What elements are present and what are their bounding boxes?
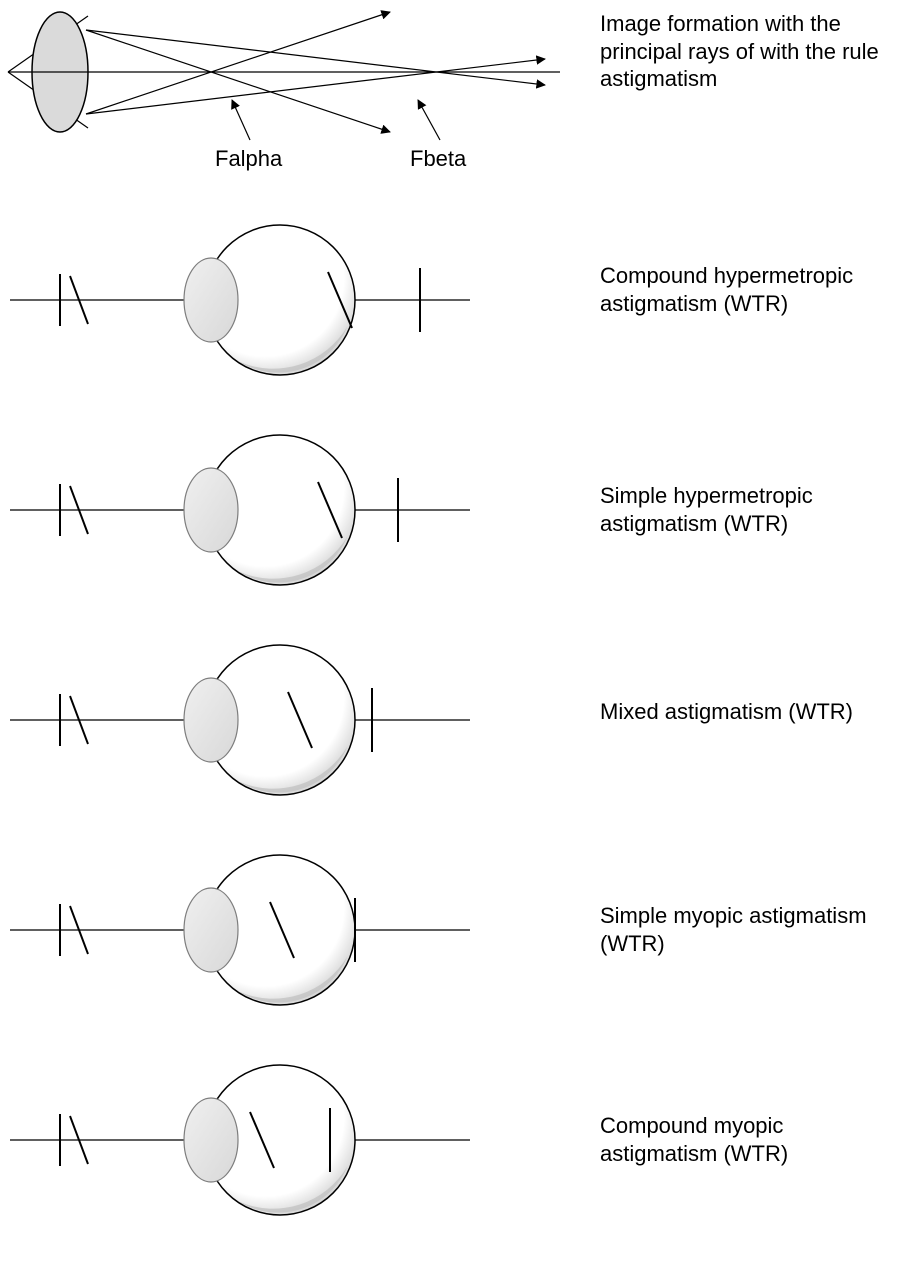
row-caption-2: Mixed astigmatism (WTR) <box>600 698 900 726</box>
row-caption-3: Simple myopic astigmatism (WTR) <box>600 902 900 957</box>
row-caption-1: Simple hypermetropic astigmatism (WTR) <box>600 482 900 537</box>
falpha-label: Falpha <box>215 145 282 173</box>
row-caption-4: Compound myopic astigmatism (WTR) <box>600 1112 900 1167</box>
fbeta-label: Fbeta <box>410 145 466 173</box>
row-caption-0: Compound hypermetropic astigmatism (WTR) <box>600 262 900 317</box>
top-caption: Image formation with the principal rays … <box>600 10 900 93</box>
diagram-svg <box>0 0 915 1280</box>
diagram-canvas: Image formation with the principal rays … <box>0 0 915 1280</box>
